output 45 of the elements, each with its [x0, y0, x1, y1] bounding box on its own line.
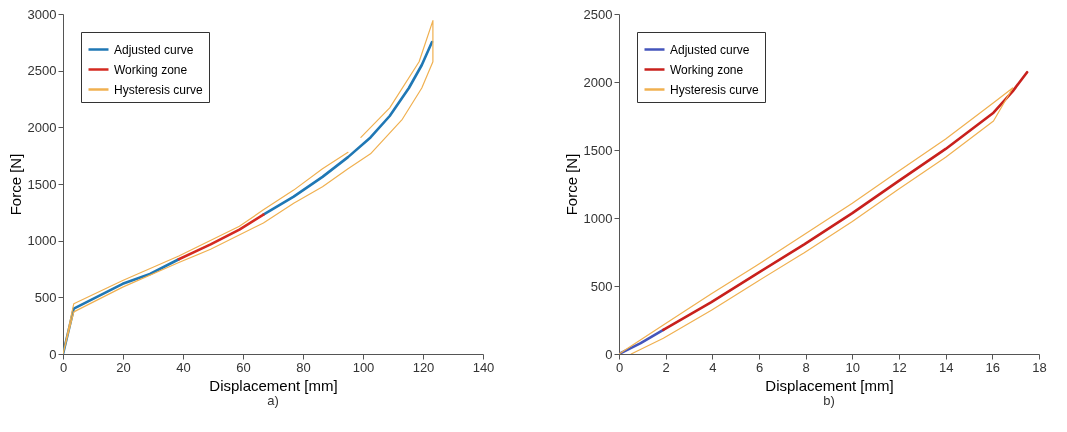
x-tick-label: 120: [412, 359, 435, 375]
x-axis-title: Displacement [mm]: [209, 376, 338, 394]
x-tick-label: 2: [662, 359, 670, 375]
legend-label: Working zone: [670, 62, 744, 77]
legend-label: Hysteresis curve: [114, 82, 204, 97]
x-tick-label: 18: [1032, 359, 1047, 375]
y-tick-label: 1500: [583, 142, 613, 158]
text: a): [267, 393, 279, 408]
y-tick-label: 2500: [583, 6, 613, 22]
line-series: [619, 87, 1014, 354]
x-tick-label: 140: [472, 359, 495, 375]
y-tick-label: 1000: [583, 210, 613, 226]
x-tick-label: 0: [615, 359, 624, 375]
x-tick-label: 6: [755, 359, 764, 375]
x-tick-label: 10: [845, 359, 861, 375]
text: b): [823, 393, 835, 408]
y-tick-label: 2000: [583, 74, 613, 90]
x-tick-label: 16: [985, 359, 1001, 375]
y-axis-title: Force [N]: [562, 153, 580, 216]
x-tick-label: 4: [709, 359, 717, 375]
x-tick-label: 80: [296, 359, 311, 375]
y-tick-label: 500: [34, 289, 57, 305]
x-tick-label: 0: [59, 359, 68, 375]
y-tick-label: 1500: [27, 176, 57, 192]
x-tick-label: 40: [176, 359, 191, 375]
x-axis-title: Displacement [mm]: [765, 376, 894, 394]
y-tick-label: 2500: [27, 63, 57, 79]
y-tick-label: 2000: [27, 119, 57, 135]
y-tick-label: 3000: [27, 6, 57, 22]
x-tick-label: 100: [352, 359, 375, 375]
y-axis-title: Force [N]: [6, 153, 24, 216]
x-tick-label: 14: [938, 359, 954, 375]
x-tick-label: 20: [116, 359, 131, 375]
x-tick-label: 60: [236, 359, 251, 375]
legend-label: Adjusted curve: [670, 42, 750, 57]
legend-label: Adjusted curve: [114, 42, 194, 57]
x-tick-label: 12: [892, 359, 907, 375]
x-tick-label: 8: [802, 359, 810, 375]
y-tick-label: 0: [49, 346, 57, 362]
y-tick-label: 0: [605, 346, 613, 362]
line-series: [177, 213, 265, 261]
legend-label: Hysteresis curve: [670, 82, 760, 97]
legend-label: Working zone: [114, 62, 188, 77]
y-tick-label: 500: [590, 278, 613, 294]
y-tick-label: 1000: [27, 233, 57, 249]
